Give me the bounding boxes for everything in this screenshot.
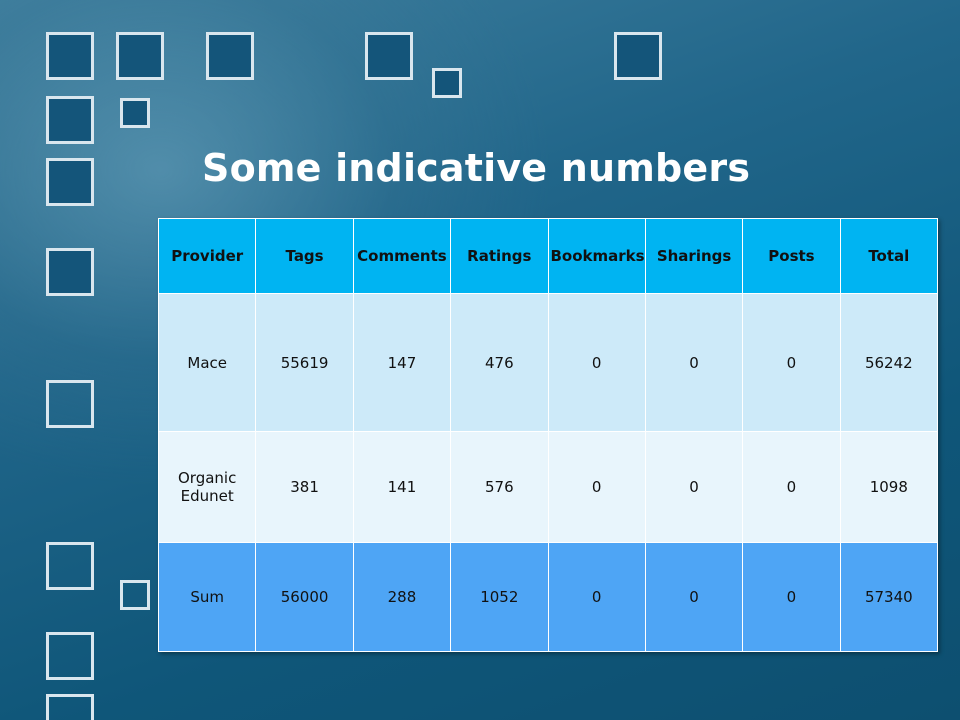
header-provider: Provider	[157, 218, 257, 294]
cell-provider: Organic Edunet	[157, 431, 257, 543]
decorative-square	[46, 158, 94, 206]
cell-bookmarks: 0	[547, 293, 646, 432]
table-row-sum: Sum 56000 288 1052 0 0 0 57340	[157, 542, 939, 652]
header-posts: Posts	[742, 218, 841, 294]
cell-sharings: 0	[644, 431, 744, 543]
decorative-square-outline	[46, 694, 94, 720]
decorative-square	[432, 68, 462, 98]
cell-bookmarks: 0	[547, 431, 646, 543]
cell-comments: 288	[352, 542, 452, 652]
header-comments: Comments	[352, 218, 452, 294]
decorative-square	[46, 248, 94, 296]
cell-sharings: 0	[644, 293, 744, 432]
cell-total: 56242	[839, 293, 939, 432]
table-header-row: Provider Tags Comments Ratings Bookmarks…	[157, 218, 939, 294]
header-ratings: Ratings	[450, 218, 549, 294]
decorative-square-outline	[46, 632, 94, 680]
decorative-square	[614, 32, 662, 80]
cell-ratings: 1052	[450, 542, 549, 652]
header-total: Total	[839, 218, 939, 294]
decorative-square	[365, 32, 413, 80]
statistics-table: Provider Tags Comments Ratings Bookmarks…	[157, 218, 939, 652]
cell-posts: 0	[742, 542, 841, 652]
cell-tags: 56000	[255, 542, 354, 652]
decorative-square	[46, 32, 94, 80]
cell-provider: Sum	[157, 542, 257, 652]
cell-total: 1098	[839, 431, 939, 543]
slide-title: Some indicative numbers	[202, 146, 751, 190]
decorative-square	[120, 98, 150, 128]
cell-sharings: 0	[644, 542, 744, 652]
header-sharings: Sharings	[644, 218, 744, 294]
cell-tags: 381	[255, 431, 354, 543]
cell-tags: 55619	[255, 293, 354, 432]
header-bookmarks: Bookmarks	[547, 218, 646, 294]
cell-comments: 141	[352, 431, 452, 543]
decorative-square-outline	[120, 580, 150, 610]
table-row: Organic Edunet 381 141 576 0 0 0 1098	[157, 431, 939, 543]
cell-ratings: 576	[450, 431, 549, 543]
cell-ratings: 476	[450, 293, 549, 432]
cell-bookmarks: 0	[547, 542, 646, 652]
decorative-square-outline	[46, 542, 94, 590]
cell-posts: 0	[742, 293, 841, 432]
decorative-square-outline	[46, 380, 94, 428]
table-row: Mace 55619 147 476 0 0 0 56242	[157, 293, 939, 432]
header-tags: Tags	[255, 218, 354, 294]
cell-posts: 0	[742, 431, 841, 543]
cell-provider: Mace	[157, 293, 257, 432]
cell-comments: 147	[352, 293, 452, 432]
decorative-square	[46, 96, 94, 144]
cell-total: 57340	[839, 542, 939, 652]
decorative-square	[116, 32, 164, 80]
decorative-square	[206, 32, 254, 80]
